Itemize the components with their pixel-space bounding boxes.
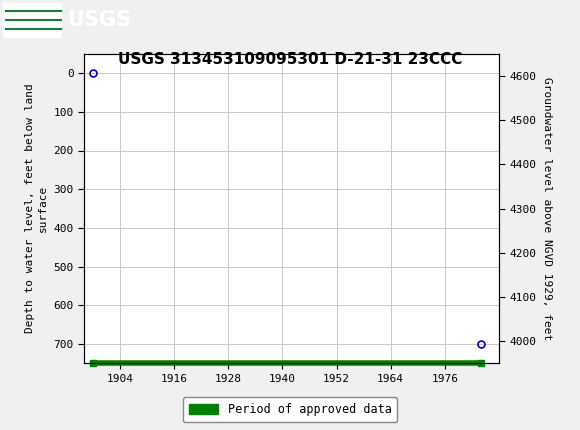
Legend: Period of approved data: Period of approved data: [183, 397, 397, 422]
Text: USGS 313453109095301 D-21-31 23CCC: USGS 313453109095301 D-21-31 23CCC: [118, 52, 462, 67]
Text: USGS: USGS: [67, 10, 130, 30]
Y-axis label: Depth to water level, feet below land
surface: Depth to water level, feet below land su…: [26, 84, 48, 333]
Y-axis label: Groundwater level above NGVD 1929, feet: Groundwater level above NGVD 1929, feet: [542, 77, 552, 340]
